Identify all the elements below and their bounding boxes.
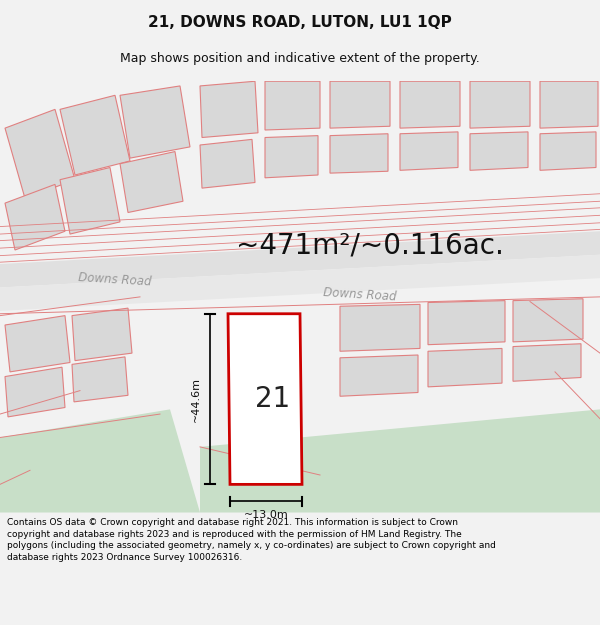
Polygon shape: [340, 304, 420, 351]
Polygon shape: [400, 81, 460, 128]
Polygon shape: [0, 255, 600, 311]
Text: ~13.0m: ~13.0m: [244, 510, 289, 520]
Polygon shape: [5, 316, 70, 372]
Polygon shape: [540, 132, 596, 171]
Text: 21: 21: [256, 385, 290, 413]
Polygon shape: [5, 109, 75, 199]
Polygon shape: [470, 132, 528, 171]
Polygon shape: [228, 314, 302, 484]
Polygon shape: [200, 81, 258, 138]
Polygon shape: [5, 368, 65, 417]
Text: Map shows position and indicative extent of the property.: Map shows position and indicative extent…: [120, 52, 480, 65]
Polygon shape: [265, 136, 318, 178]
Polygon shape: [513, 299, 583, 342]
Polygon shape: [540, 81, 598, 128]
Polygon shape: [120, 86, 190, 158]
Polygon shape: [400, 132, 458, 171]
Polygon shape: [5, 184, 65, 250]
Text: Contains OS data © Crown copyright and database right 2021. This information is : Contains OS data © Crown copyright and d…: [7, 518, 496, 562]
Text: Downs Road: Downs Road: [323, 286, 397, 304]
Text: ~44.6m: ~44.6m: [191, 376, 201, 422]
Polygon shape: [0, 231, 600, 288]
Polygon shape: [0, 409, 200, 512]
Polygon shape: [60, 168, 120, 234]
Polygon shape: [200, 409, 600, 512]
Polygon shape: [330, 81, 390, 128]
Polygon shape: [60, 96, 130, 175]
Polygon shape: [470, 81, 530, 128]
Polygon shape: [72, 357, 128, 402]
Polygon shape: [340, 355, 418, 396]
Polygon shape: [428, 301, 505, 345]
Polygon shape: [72, 308, 132, 361]
Polygon shape: [265, 81, 320, 130]
Polygon shape: [330, 134, 388, 173]
Polygon shape: [120, 152, 183, 213]
Text: Downs Road: Downs Road: [78, 271, 152, 289]
Text: 21, DOWNS ROAD, LUTON, LU1 1QP: 21, DOWNS ROAD, LUTON, LU1 1QP: [148, 15, 452, 30]
Text: ~471m²/~0.116ac.: ~471m²/~0.116ac.: [236, 231, 504, 259]
Polygon shape: [513, 344, 581, 381]
Polygon shape: [200, 139, 255, 188]
Polygon shape: [428, 349, 502, 387]
